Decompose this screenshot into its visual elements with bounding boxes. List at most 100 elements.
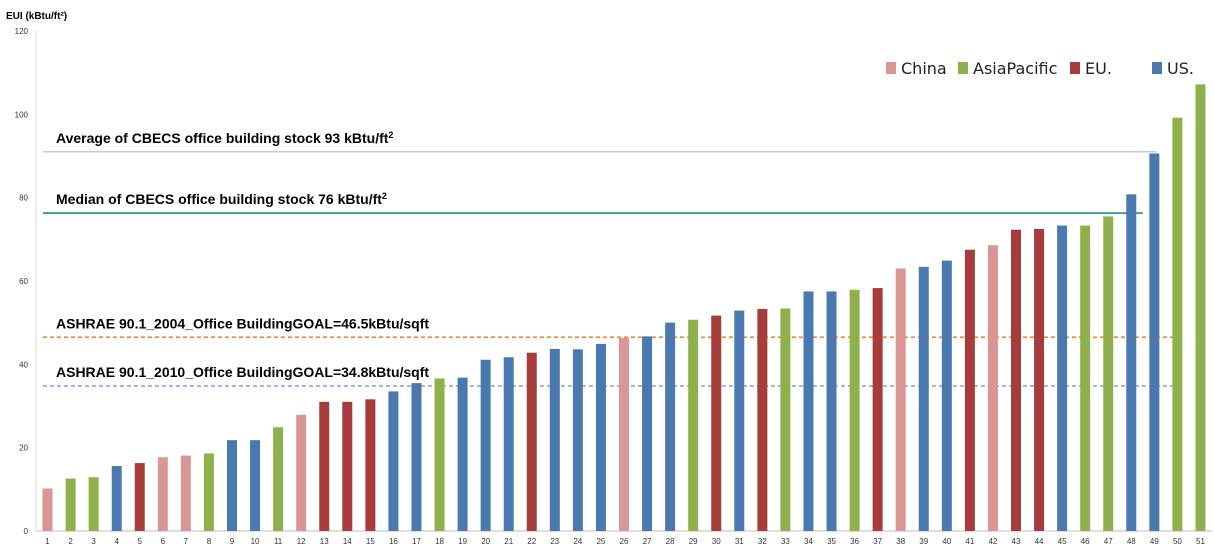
- bar: [619, 338, 629, 531]
- x-tick-label: 49: [1150, 537, 1159, 546]
- bar: [227, 440, 237, 531]
- bar: [157, 457, 168, 531]
- x-tick-label: 13: [320, 537, 329, 546]
- x-tick-label: 6: [161, 537, 166, 546]
- bar: [549, 348, 560, 531]
- bar: [434, 378, 445, 531]
- x-tick-label: 45: [1058, 537, 1067, 546]
- bar: [711, 315, 722, 531]
- x-tick-label: 19: [458, 537, 467, 546]
- x-tick-label: 41: [965, 537, 974, 546]
- x-tick-label: 35: [827, 537, 836, 546]
- bar: [1149, 153, 1160, 531]
- x-tick-label: 10: [251, 537, 260, 546]
- x-tick-label: 24: [573, 537, 582, 546]
- bar: [849, 289, 860, 531]
- bar: [780, 308, 791, 531]
- bar: [365, 399, 376, 531]
- bar: [665, 322, 676, 531]
- x-tick-label: 3: [91, 537, 96, 546]
- y-tick-label: 60: [19, 277, 28, 286]
- x-tick-label: 7: [184, 537, 189, 546]
- bar: [1080, 225, 1091, 531]
- x-tick-label: 4: [114, 537, 119, 546]
- bar: [941, 260, 952, 531]
- x-tick-label: 39: [919, 537, 928, 546]
- legend-swatch: [1070, 62, 1080, 74]
- bar: [757, 308, 768, 531]
- y-tick-labels: 0 20 40 60 80 100 120: [15, 27, 29, 536]
- x-tick-label: 21: [504, 537, 513, 546]
- y-tick-label: 0: [24, 527, 29, 536]
- x-tick-label: 20: [481, 537, 490, 546]
- x-tick-label: 30: [712, 537, 721, 546]
- legend-label: China: [901, 59, 947, 78]
- x-tick-label: 2: [68, 537, 73, 546]
- bar: [42, 488, 53, 531]
- bar: [88, 477, 99, 531]
- x-tick-label: 42: [988, 537, 997, 546]
- x-tick-label: 26: [620, 537, 629, 546]
- x-tick-label: 38: [896, 537, 905, 546]
- bar: [526, 352, 537, 531]
- bar: [872, 288, 883, 531]
- x-tick-label: 18: [435, 537, 444, 546]
- x-tick-label: 31: [735, 537, 744, 546]
- reference-line-label: ASHRAE 90.1_2004_Office BuildingGOAL=46.…: [56, 315, 429, 331]
- x-tick-label: 17: [412, 537, 421, 546]
- x-tick-label: 9: [230, 537, 235, 546]
- reference-line-label: Average of CBECS office building stock 9…: [56, 130, 393, 146]
- bar: [319, 401, 330, 531]
- bar: [457, 377, 468, 531]
- bar: [342, 401, 353, 531]
- bar: [503, 357, 514, 531]
- bar: [572, 349, 583, 531]
- bar: [1126, 194, 1137, 531]
- bar: [1057, 225, 1068, 531]
- x-tick-labels: 1 2 3 4 5 6 7 8 9 10 11 12 13 14 15 16 17 18 19 20 21 22 23 24 2…: [45, 537, 1205, 546]
- x-tick-label: 46: [1081, 537, 1090, 546]
- y-tick-label: 80: [19, 194, 28, 203]
- x-tick-label: 47: [1104, 537, 1113, 546]
- bar: [987, 245, 998, 532]
- x-tick-label: 1: [45, 537, 50, 546]
- legend-label: EU.: [1085, 59, 1112, 78]
- bar: [273, 427, 284, 531]
- x-tick-label: 27: [643, 537, 652, 546]
- x-tick-label: 23: [550, 537, 559, 546]
- y-axis-label: EUI (kBtu/ft²): [6, 11, 67, 22]
- bar: [688, 319, 699, 531]
- x-tick-label: 16: [389, 537, 398, 546]
- reference-line-label: ASHRAE 90.1_2010_Office BuildingGOAL=34.…: [56, 364, 429, 380]
- x-tick-label: 50: [1173, 537, 1182, 546]
- bar: [65, 478, 76, 531]
- x-tick-label: 29: [689, 537, 698, 546]
- legend-swatch: [886, 62, 896, 74]
- x-tick-label: 51: [1196, 537, 1205, 546]
- legend: China AsiaPacific EU. US.: [886, 59, 1194, 78]
- x-tick-label: 5: [138, 537, 143, 546]
- bar: [411, 383, 422, 531]
- bar: [826, 291, 837, 531]
- y-tick-label: 20: [19, 444, 28, 453]
- x-tick-label: 11: [274, 537, 283, 546]
- x-tick-label: 33: [781, 537, 790, 546]
- x-tick-label: 32: [758, 537, 767, 546]
- bar: [1011, 229, 1021, 531]
- legend-swatch: [1152, 62, 1162, 74]
- bar: [595, 343, 606, 531]
- bar: [180, 455, 191, 531]
- bar: [296, 414, 307, 531]
- y-tick-label: 40: [19, 360, 28, 369]
- bar: [964, 249, 975, 531]
- y-tick-label: 120: [15, 27, 29, 36]
- x-tick-label: 37: [873, 537, 882, 546]
- x-tick-label: 25: [596, 537, 605, 546]
- bar: [803, 291, 814, 531]
- bar: [203, 453, 214, 531]
- x-tick-label: 48: [1127, 537, 1136, 546]
- bar: [895, 268, 906, 531]
- bar: [1103, 216, 1114, 532]
- bar: [918, 266, 929, 531]
- x-tick-label: 22: [527, 537, 536, 546]
